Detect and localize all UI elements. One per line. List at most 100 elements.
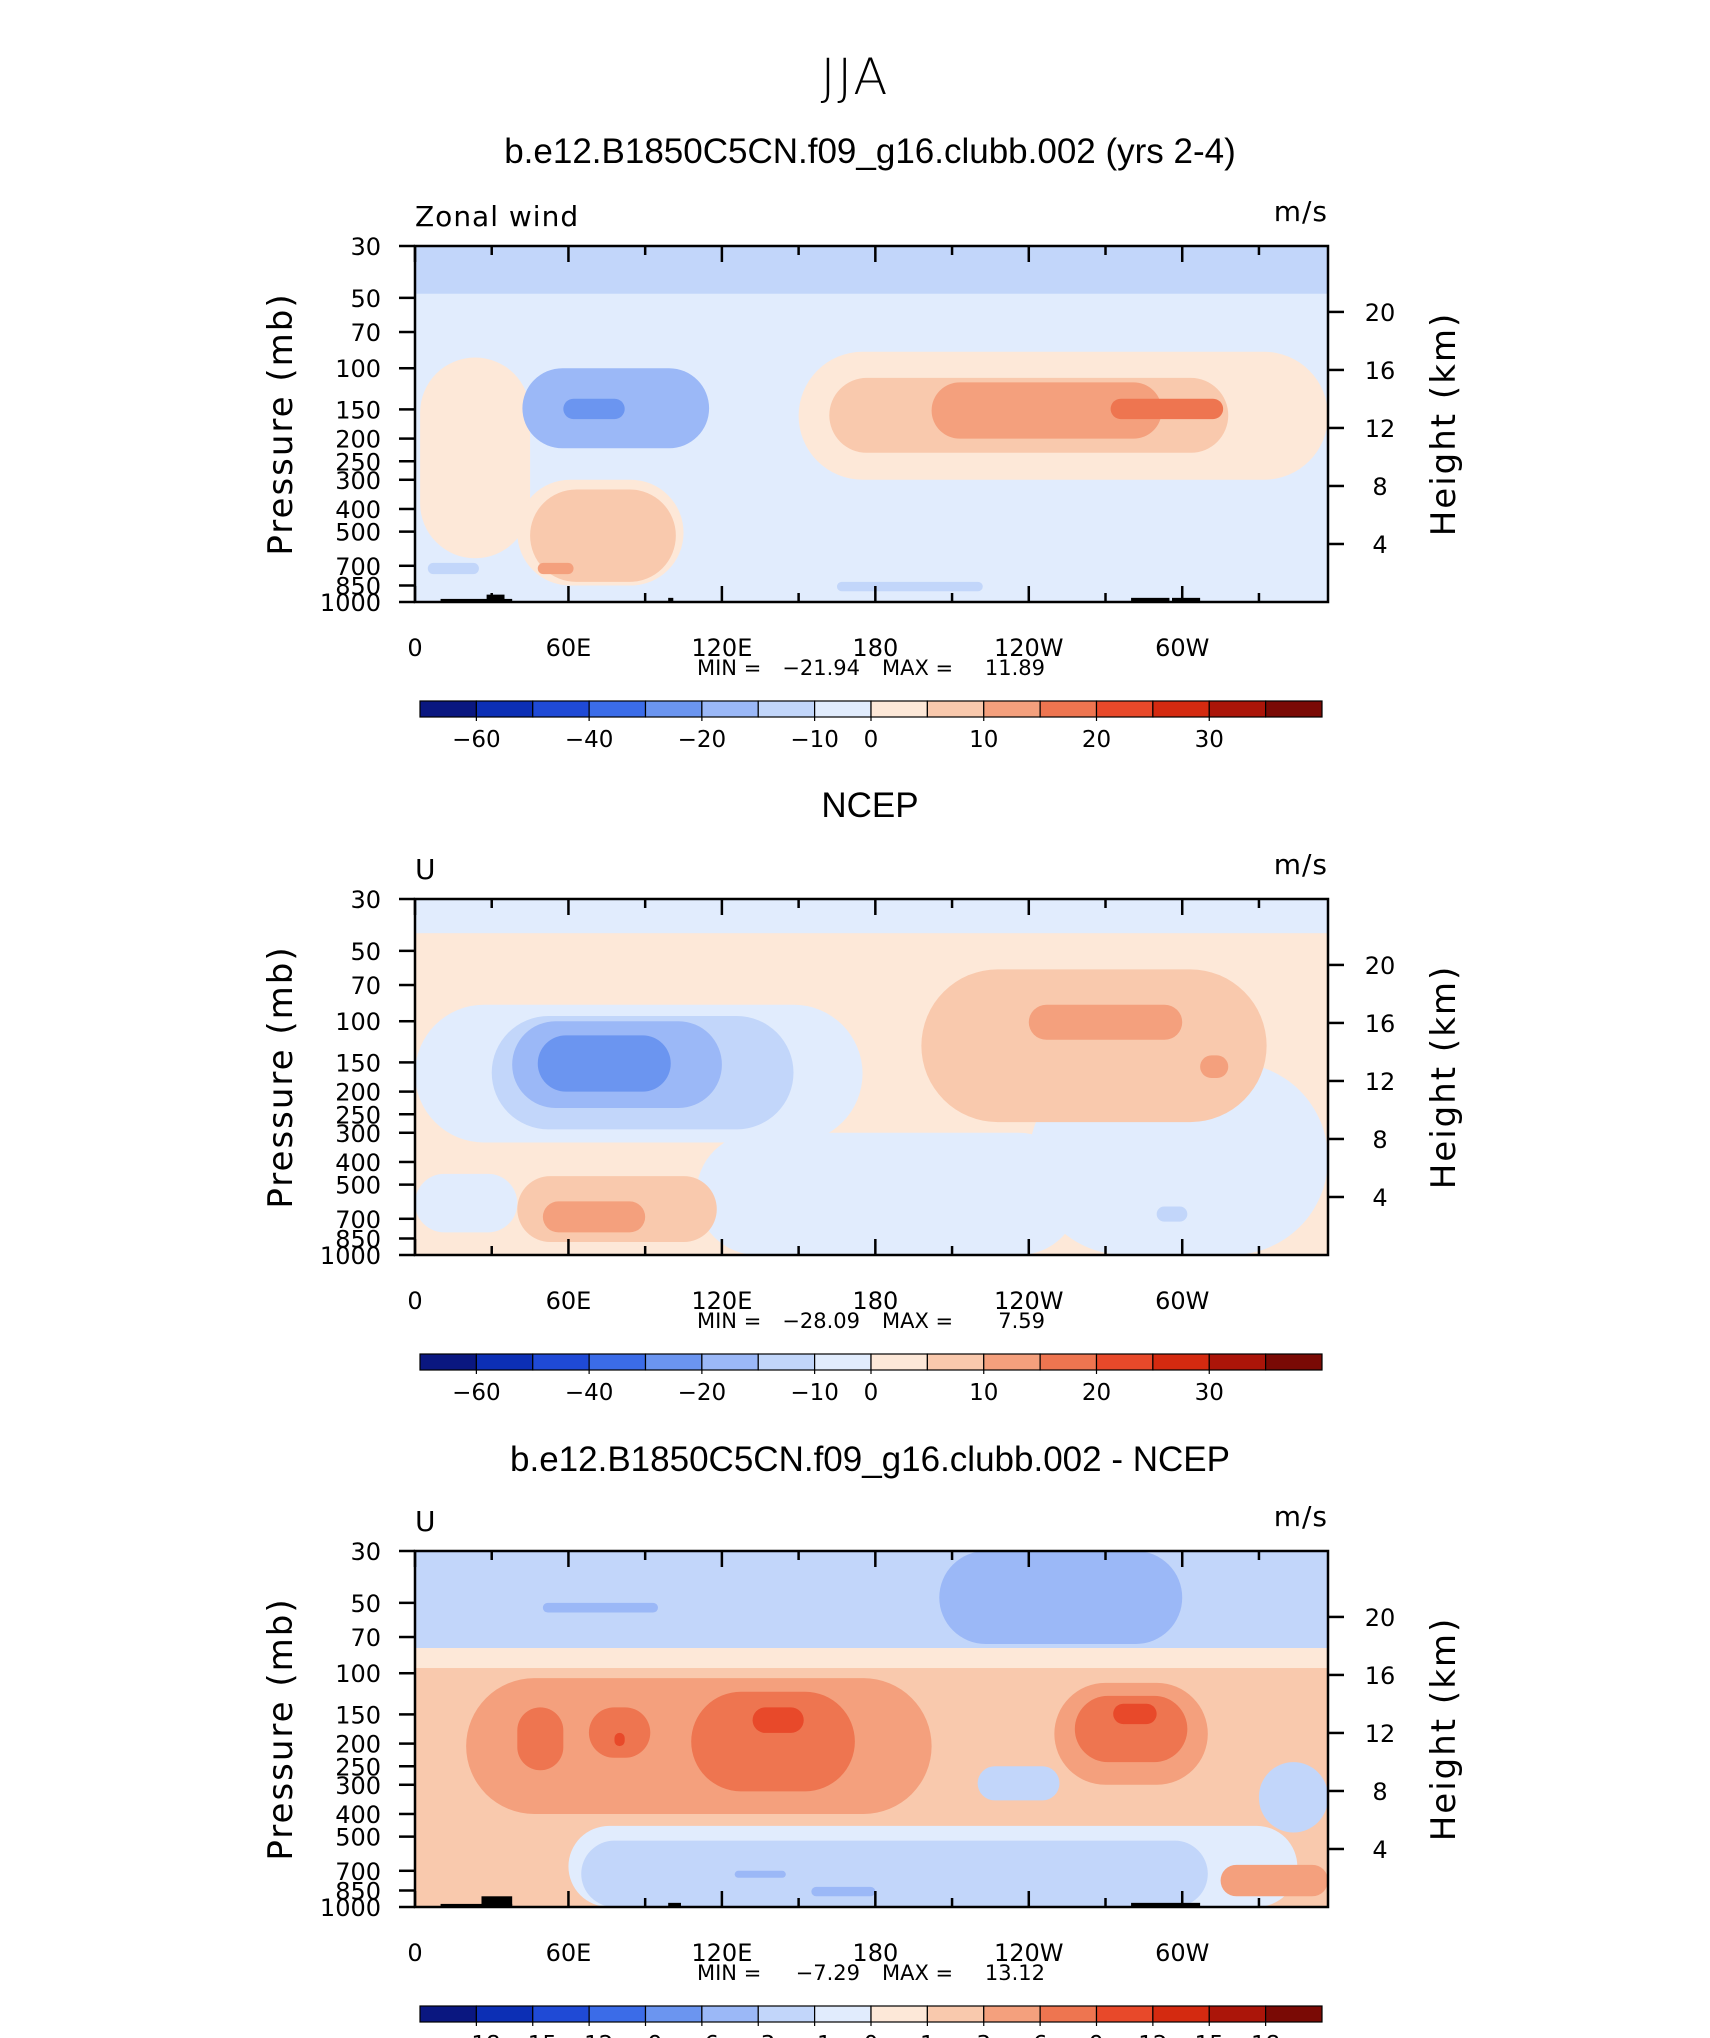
colorbar-swatch xyxy=(926,700,985,718)
contour-region xyxy=(691,1691,855,1792)
colorbar-swatch xyxy=(983,2005,1041,2023)
max-label: MAX = xyxy=(882,1961,953,1985)
x-tick-label: 120E xyxy=(691,1939,752,1967)
height-tick-label: 20 xyxy=(1365,299,1396,327)
chart-panel-obs: 0 60E 120E 180 120W 60W3050701001502002503004… xyxy=(261,848,1464,1406)
x-tick-label: 180 xyxy=(852,634,898,662)
y-axis-label: Pressure (mb) xyxy=(261,945,301,1208)
colorbar-swatch xyxy=(701,2005,759,2023)
colorbar-swatch xyxy=(701,1353,759,1371)
colorbar-label: −1 xyxy=(798,2032,832,2038)
pressure-tick-label: 50 xyxy=(350,1590,381,1618)
min-label: MIN = xyxy=(697,1309,761,1333)
height-tick-label: 12 xyxy=(1365,1720,1396,1748)
colorbar-swatch xyxy=(475,2005,534,2023)
pressure-tick-label: 70 xyxy=(350,972,381,1000)
pressure-tick-label: 700 xyxy=(335,553,381,581)
x-tick-label: 60W xyxy=(1155,1287,1209,1315)
colorbar-label: 9 xyxy=(1089,2032,1104,2038)
colorbar-swatch xyxy=(644,2005,703,2023)
pressure-tick-label: 850 xyxy=(335,1226,381,1254)
field-name-label: U xyxy=(415,853,437,886)
contour-region xyxy=(542,1602,658,1613)
colorbar-swatch xyxy=(701,700,759,718)
pressure-tick-label: 700 xyxy=(335,1858,381,1886)
min-value: −7.29 xyxy=(796,1961,860,1985)
contour-region xyxy=(581,1840,1208,1907)
x-tick-label: 60W xyxy=(1155,1939,1209,1967)
contour-region xyxy=(1156,1206,1188,1222)
contour-region xyxy=(427,562,479,575)
colorbar-swatch xyxy=(814,700,872,718)
pressure-tick-label: 100 xyxy=(335,355,381,383)
contour-region xyxy=(752,1707,804,1733)
contour-region xyxy=(811,1886,876,1897)
max-label: MAX = xyxy=(882,1309,953,1333)
pressure-tick-label: 30 xyxy=(350,886,381,914)
pressure-tick-label: 200 xyxy=(335,1731,381,1759)
colorbar-label: 18 xyxy=(1251,2032,1280,2038)
min-value: −21.94 xyxy=(782,656,860,680)
chart-panel-model: 0 60E 120E 180 120W 60W3050701001502002503004… xyxy=(261,195,1464,753)
x-tick-label: 60E xyxy=(546,634,592,662)
colorbar-swatch xyxy=(1152,1353,1210,1371)
colorbar-label: −10 xyxy=(790,727,839,753)
colorbar-label: −20 xyxy=(678,727,727,753)
colorbar-swatch xyxy=(1152,700,1210,718)
colorbar-swatch xyxy=(757,1353,816,1371)
contour-region xyxy=(537,1035,671,1092)
panel-title-difference: b.e12.B1850C5CN.f09_g16.clubb.002 - NCEP xyxy=(510,1440,1230,1479)
topography-mask xyxy=(481,1896,513,1907)
colorbar-swatch xyxy=(1039,2005,1098,2023)
contour-region xyxy=(420,357,531,559)
height-tick-label: 4 xyxy=(1372,531,1387,559)
height-tick-label: 20 xyxy=(1365,952,1396,980)
max-label: MAX = xyxy=(882,656,953,680)
contour-region xyxy=(1220,1864,1328,1897)
panel-title-model: b.e12.B1850C5CN.f09_g16.clubb.002 (yrs 2… xyxy=(504,132,1236,171)
colorbar-swatch xyxy=(1039,1353,1098,1371)
pressure-tick-label: 500 xyxy=(335,519,381,547)
colorbar-swatch xyxy=(870,1353,928,1371)
contour-region xyxy=(563,398,625,420)
min-value: −28.09 xyxy=(782,1309,860,1333)
contour-region xyxy=(1200,1055,1229,1079)
topography-mask xyxy=(668,597,674,602)
colorbar-swatch xyxy=(983,700,1041,718)
colorbar-swatch xyxy=(1208,700,1267,718)
pressure-tick-label: 30 xyxy=(350,1538,381,1566)
pressure-tick-label: 250 xyxy=(335,448,381,476)
pressure-tick-label: 400 xyxy=(335,496,381,524)
height-tick-label: 8 xyxy=(1372,1778,1387,1806)
colorbar-swatch xyxy=(588,2005,647,2023)
height-tick-label: 12 xyxy=(1365,1068,1396,1096)
pressure-tick-label: 300 xyxy=(335,1772,381,1800)
pressure-tick-label: 850 xyxy=(335,573,381,601)
colorbar-label: −40 xyxy=(565,727,614,753)
x-tick-label: 120W xyxy=(994,634,1064,662)
colorbar-swatch xyxy=(983,1353,1041,1371)
contour-region xyxy=(530,489,676,582)
colorbar-swatch xyxy=(926,1353,985,1371)
colorbar-swatch xyxy=(814,1353,872,1371)
colorbar-swatch xyxy=(1265,700,1323,718)
colorbar-swatch xyxy=(532,2005,590,2023)
x-tick-label: 60E xyxy=(546,1287,592,1315)
pressure-tick-label: 250 xyxy=(335,1101,381,1129)
colorbar-label: 20 xyxy=(1082,1380,1111,1406)
contour-region xyxy=(542,1201,646,1233)
contour-region xyxy=(415,899,1328,934)
colorbar-label: −12 xyxy=(565,2032,614,2038)
x-tick-label: 120W xyxy=(994,1939,1064,1967)
min-label: MIN = xyxy=(697,1961,761,1985)
colorbar-swatch xyxy=(1039,700,1098,718)
colorbar-label: 10 xyxy=(969,727,998,753)
colorbar-swatch xyxy=(588,700,647,718)
x-tick-label: 0 xyxy=(407,1939,422,1967)
colorbar-label: −15 xyxy=(508,2032,557,2038)
pressure-tick-label: 70 xyxy=(350,1624,381,1652)
colorbar-label: 12 xyxy=(1138,2032,1167,2038)
height-tick-label: 16 xyxy=(1365,357,1396,385)
y-axis-label: Pressure (mb) xyxy=(261,292,301,555)
contour-region xyxy=(415,1551,1328,1649)
